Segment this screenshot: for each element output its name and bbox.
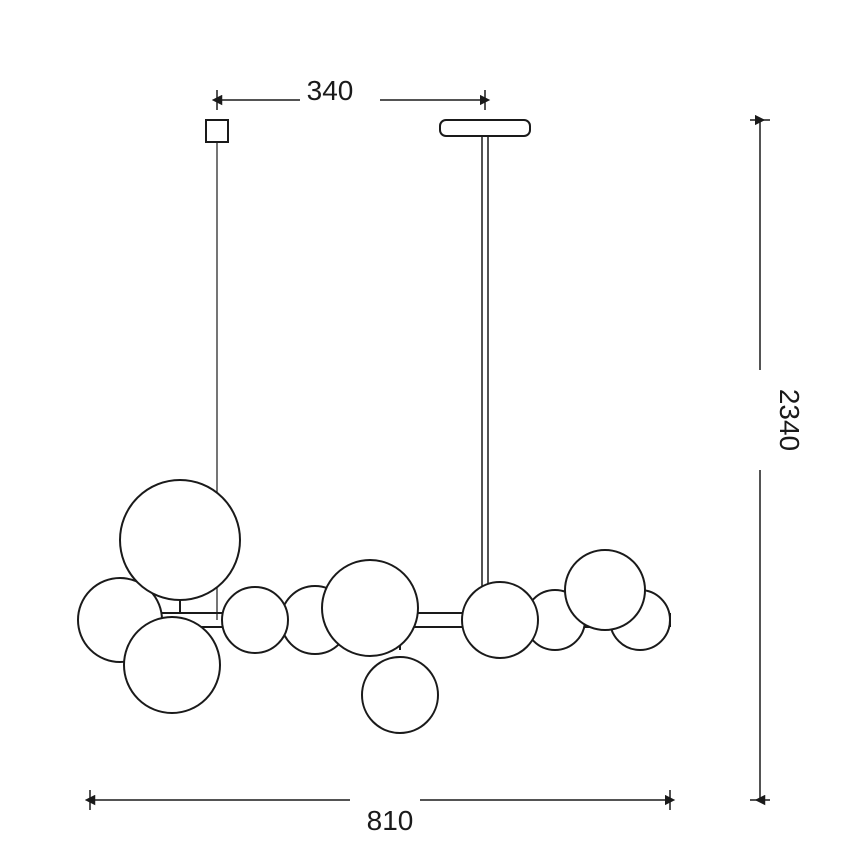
- globe: [120, 480, 240, 600]
- pendant-light-dimension-drawing: 340 810 2340: [0, 0, 868, 868]
- globe-cluster: [78, 480, 670, 733]
- ceiling-mount-left: [206, 120, 228, 142]
- globe: [322, 560, 418, 656]
- dimension-bottom-label: 810: [367, 805, 414, 836]
- globe: [222, 587, 288, 653]
- dimension-top-label: 340: [307, 75, 354, 106]
- ceiling-canopy-right: [440, 120, 530, 136]
- globe: [565, 550, 645, 630]
- globe: [124, 617, 220, 713]
- globe: [462, 582, 538, 658]
- dimension-right-label: 2340: [774, 389, 805, 451]
- globe: [362, 657, 438, 733]
